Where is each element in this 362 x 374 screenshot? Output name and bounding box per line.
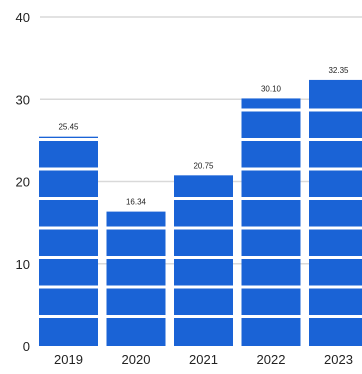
bars: [39, 79, 362, 347]
bar-stripe: [309, 226, 362, 230]
x-tick-label: 2022: [257, 352, 286, 367]
bar-2019: [39, 136, 98, 346]
y-tick-label: 20: [16, 175, 30, 190]
bar-stripe: [241, 197, 301, 200]
x-tick-label: 2021: [189, 352, 218, 367]
bar-stripe: [39, 285, 98, 289]
bar-stripe: [39, 315, 98, 318]
y-tick-label: 10: [16, 257, 30, 272]
bar-stripe: [309, 167, 362, 171]
y-tick-label: 0: [23, 339, 30, 354]
y-axis-ticks: 0 10 20 30 40: [16, 10, 30, 354]
bar-stripe: [309, 285, 362, 289]
bar-stripe: [309, 108, 362, 112]
bar-stripe: [106, 285, 166, 289]
bar-stripe: [39, 167, 98, 171]
bar-stripe: [309, 197, 362, 200]
data-label: 32.35: [328, 66, 349, 75]
y-tick-label: 40: [16, 10, 30, 25]
x-axis-ticks: 2019 2020 2021 2022 2023: [54, 352, 353, 367]
bar-2020: [106, 211, 166, 346]
x-tick-label: 2019: [54, 352, 83, 367]
data-label: 20.75: [193, 161, 214, 170]
bar-stripe: [309, 315, 362, 318]
bar-stripe: [309, 256, 362, 259]
data-label: 25.45: [58, 123, 79, 132]
bar-2023: [309, 79, 362, 346]
bar-stripe: [106, 256, 166, 259]
bar-stripe: [241, 167, 301, 171]
data-label: 16.34: [126, 198, 147, 207]
x-tick-label: 2020: [122, 352, 151, 367]
bar-stripe: [174, 226, 233, 230]
bar-stripe: [309, 138, 362, 141]
bar-stripe: [39, 138, 98, 141]
bar-stripe: [106, 226, 166, 230]
bar-stripe: [39, 256, 98, 259]
data-label: 30.10: [261, 84, 282, 93]
bar-stripe: [39, 226, 98, 230]
bar-stripe: [241, 315, 301, 318]
bar-stripe: [106, 315, 166, 318]
bar-2022: [241, 98, 301, 347]
bar-stripe: [174, 256, 233, 259]
bar-stripe: [39, 197, 98, 200]
x-tick-label: 2023: [324, 352, 353, 367]
bar-stripe: [174, 197, 233, 200]
bar-stripe: [241, 108, 301, 112]
y-tick-label: 30: [16, 92, 30, 107]
bar-stripe: [241, 285, 301, 289]
bar-stripe: [241, 226, 301, 230]
bar-stripe: [241, 138, 301, 141]
bar-stripe: [241, 256, 301, 259]
bar-stripe: [174, 285, 233, 289]
data-labels: 25.45 16.34 20.75 30.10 32.35: [58, 66, 349, 207]
bar-stripe: [174, 315, 233, 318]
bar-2021: [174, 175, 233, 346]
